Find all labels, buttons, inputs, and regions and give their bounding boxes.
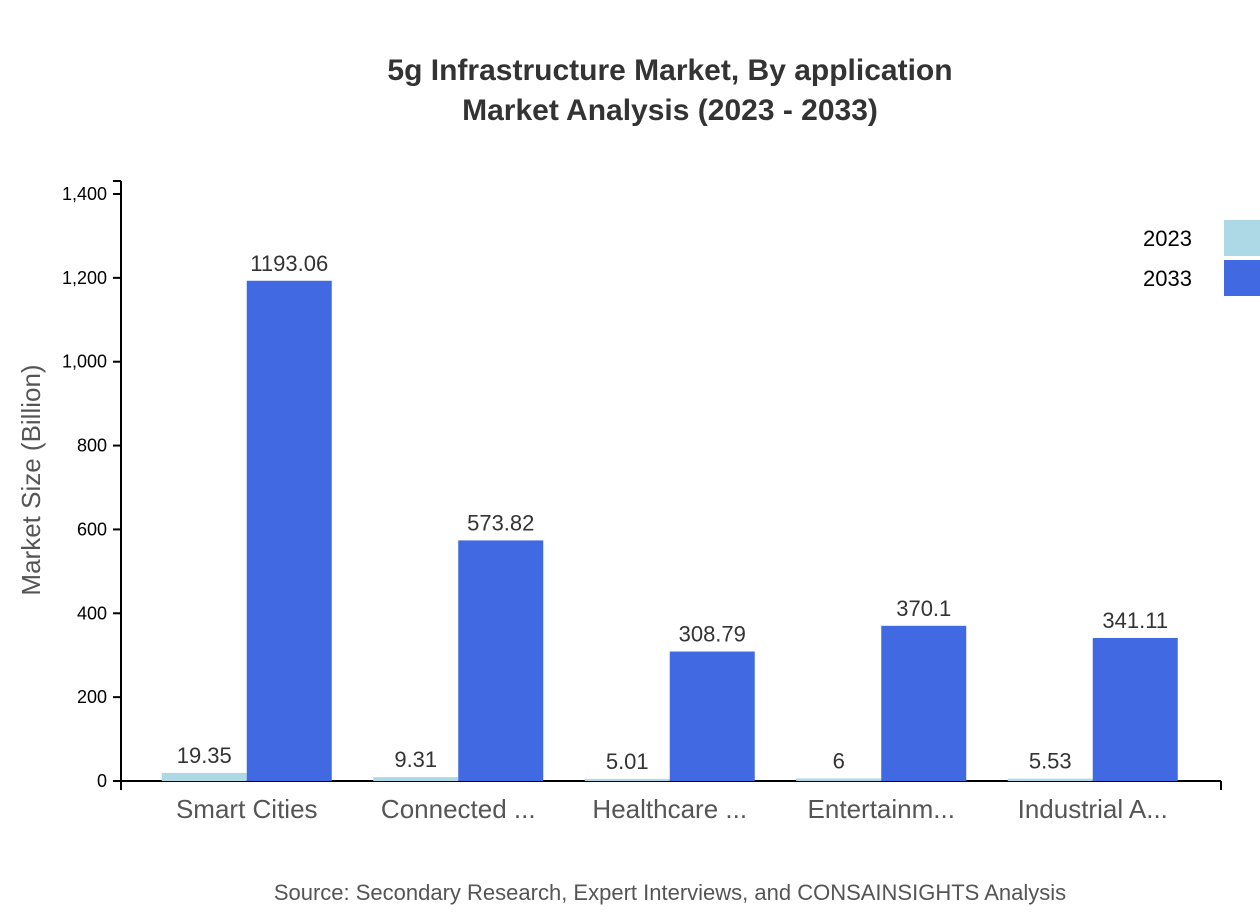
bar-2033	[669, 651, 755, 781]
y-tick-label: 1,400	[62, 184, 107, 204]
legend-swatch	[1224, 260, 1260, 296]
y-tick-label: 400	[77, 603, 107, 623]
legend-swatch	[1224, 220, 1260, 256]
x-tick-label: Smart Cities	[176, 794, 318, 824]
y-tick-label: 800	[77, 436, 107, 456]
data-label: 19.35	[177, 743, 232, 768]
y-tick-label: 0	[97, 771, 107, 791]
source-note: Source: Secondary Research, Expert Inter…	[274, 880, 1066, 905]
x-tick-label: Entertainm...	[808, 794, 955, 824]
legend-label: 2023	[1143, 226, 1192, 251]
x-tick-label: Healthcare ...	[592, 794, 747, 824]
bar-2023	[796, 778, 882, 781]
data-label: 341.11	[1102, 608, 1168, 633]
data-label: 1193.06	[250, 251, 328, 276]
data-label: 573.82	[467, 510, 534, 535]
data-label: 308.79	[679, 622, 746, 647]
bar-2033	[1092, 637, 1178, 781]
data-label: 370.1	[896, 596, 951, 621]
y-tick-label: 200	[77, 687, 107, 707]
bar-2033	[246, 280, 332, 781]
data-label: 5.01	[606, 749, 649, 774]
bar-2023	[373, 777, 459, 781]
y-tick-label: 600	[77, 519, 107, 539]
chart-title: 5g Infrastructure Market, By application	[387, 54, 952, 87]
y-axis-label: Market Size (Billion)	[16, 364, 46, 595]
legend-label: 2033	[1143, 266, 1192, 291]
data-label: 5.53	[1029, 749, 1072, 774]
bar-2033	[881, 625, 967, 781]
chart-subtitle: Market Analysis (2023 - 2033)	[462, 94, 878, 127]
bar-2033	[458, 540, 544, 781]
data-label: 6	[833, 748, 845, 773]
y-tick-label: 1,000	[62, 352, 107, 372]
x-tick-label: Industrial A...	[1018, 794, 1168, 824]
bar-2023	[584, 778, 670, 781]
data-label: 9.31	[394, 747, 437, 772]
bar-2023	[161, 772, 247, 781]
y-tick-label: 1,200	[62, 268, 107, 288]
x-tick-label: Connected ...	[381, 794, 536, 824]
bar-2023	[1007, 778, 1093, 781]
